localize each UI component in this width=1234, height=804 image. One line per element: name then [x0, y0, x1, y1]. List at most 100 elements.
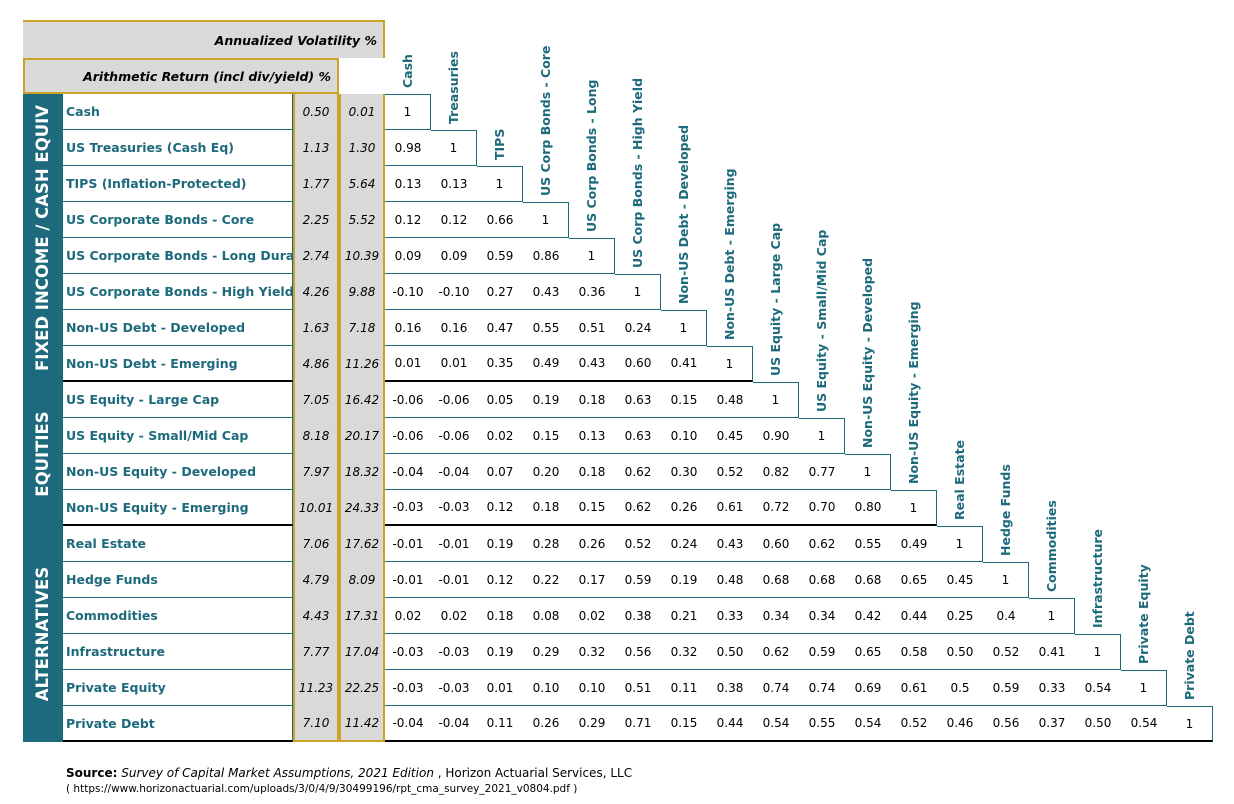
correlation-cell: 0.22: [523, 562, 569, 598]
return-value: 1.77: [293, 166, 339, 202]
return-value: 7.77: [293, 634, 339, 670]
column-label: US Corp Bonds - High Yield: [630, 77, 645, 268]
group-bar: [23, 94, 63, 382]
row-name: Non-US Debt - Developed: [63, 310, 293, 346]
correlation-cell: 0.09: [431, 238, 477, 274]
correlation-cell: 0.44: [891, 598, 937, 634]
correlation-cell: 0.86: [523, 238, 569, 274]
column-label: US Corp Bonds - Long: [584, 79, 599, 232]
column-label: Treasuries: [446, 51, 461, 124]
source-publisher: , Horizon Actuarial Services, LLC: [433, 766, 633, 780]
correlation-cell: -0.03: [385, 670, 431, 706]
correlation-cell: 0.48: [707, 382, 753, 418]
column-label: Private Equity: [1136, 564, 1151, 664]
return-value: 1.13: [293, 130, 339, 166]
volatility-value: 11.26: [339, 346, 385, 382]
correlation-cell: 1: [661, 310, 707, 346]
row-name: Non-US Debt - Emerging: [63, 346, 293, 382]
correlation-cell: 0.68: [753, 562, 799, 598]
correlation-cell: 0.13: [385, 166, 431, 202]
row-name: US Treasuries (Cash Eq): [63, 130, 293, 166]
correlation-cell: 0.90: [753, 418, 799, 454]
correlation-cell: 0.12: [385, 202, 431, 238]
correlation-cell: 0.60: [753, 526, 799, 562]
correlation-cell: 0.45: [937, 562, 983, 598]
column-label: Commodities: [1044, 500, 1059, 592]
volatility-value: 16.42: [339, 382, 385, 418]
correlation-cell: 0.30: [661, 454, 707, 490]
return-value: 7.06: [293, 526, 339, 562]
correlation-cell: -0.01: [385, 562, 431, 598]
correlation-cell: 0.4: [983, 598, 1029, 634]
volatility-value: 24.33: [339, 490, 385, 526]
correlation-cell: 0.38: [707, 670, 753, 706]
correlation-cell: 0.51: [569, 310, 615, 346]
row-name: US Corporate Bonds - Core: [63, 202, 293, 238]
correlation-cell: 0.5: [937, 670, 983, 706]
correlation-cell: 0.62: [615, 454, 661, 490]
correlation-cell: 0.59: [983, 670, 1029, 706]
correlation-cell: 0.52: [615, 526, 661, 562]
volatility-value: 0.01: [339, 94, 385, 130]
correlation-cell: 0.26: [569, 526, 615, 562]
column-label: Real Estate: [952, 439, 967, 520]
row-name: US Equity - Small/Mid Cap: [63, 418, 293, 454]
correlation-cell: 0.52: [983, 634, 1029, 670]
correlation-cell: 0.15: [569, 490, 615, 526]
correlation-cell: 0.12: [477, 562, 523, 598]
correlation-cell: 0.47: [477, 310, 523, 346]
correlation-cell: 0.28: [523, 526, 569, 562]
correlation-cell: 0.42: [845, 598, 891, 634]
group-bar: [23, 526, 63, 742]
volatility-header: Annualized Volatility %: [23, 20, 385, 58]
correlation-cell: 0.15: [661, 382, 707, 418]
correlation-cell: 0.61: [891, 670, 937, 706]
correlation-cell: 0.18: [523, 490, 569, 526]
correlation-cell: 0.66: [477, 202, 523, 238]
correlation-cell: 0.63: [615, 418, 661, 454]
correlation-cell: 0.18: [477, 598, 523, 634]
correlation-cell: 0.25: [937, 598, 983, 634]
correlation-cell: 0.56: [615, 634, 661, 670]
correlation-cell: 0.74: [799, 670, 845, 706]
correlation-cell: 1: [983, 562, 1029, 598]
column-label: US Equity - Small/Mid Cap: [814, 229, 829, 412]
return-value: 10.01: [293, 490, 339, 526]
return-value: 11.23: [293, 670, 339, 706]
volatility-value: 17.62: [339, 526, 385, 562]
column-label: TIPS: [492, 128, 507, 160]
correlation-cell: 0.18: [569, 454, 615, 490]
correlation-cell: 0.12: [477, 490, 523, 526]
correlation-cell: 0.20: [523, 454, 569, 490]
correlation-cell: 0.68: [799, 562, 845, 598]
row-name: Hedge Funds: [63, 562, 293, 598]
correlation-cell: -0.03: [385, 634, 431, 670]
volatility-value: 5.64: [339, 166, 385, 202]
volatility-value: 18.32: [339, 454, 385, 490]
volatility-value: 8.09: [339, 562, 385, 598]
correlation-cell: 1: [1075, 634, 1121, 670]
correlation-cell: 0.24: [661, 526, 707, 562]
correlation-cell: 0.16: [431, 310, 477, 346]
correlation-cell: 0.54: [753, 706, 799, 742]
correlation-cell: 0.17: [569, 562, 615, 598]
volatility-value: 17.04: [339, 634, 385, 670]
correlation-cell: 1: [431, 130, 477, 166]
correlation-cell: 0.19: [523, 382, 569, 418]
correlation-cell: -0.03: [431, 670, 477, 706]
correlation-cell: 0.65: [845, 634, 891, 670]
column-label: Non-US Debt - Developed: [676, 124, 691, 304]
correlation-cell: 0.50: [707, 634, 753, 670]
correlation-cell: 0.45: [707, 418, 753, 454]
correlation-cell: 0.98: [385, 130, 431, 166]
source-prefix: Source:: [66, 766, 118, 780]
correlation-cell: 0.10: [523, 670, 569, 706]
correlation-cell: 0.51: [615, 670, 661, 706]
return-value: 4.26: [293, 274, 339, 310]
row-name: Non-US Equity - Emerging: [63, 490, 293, 526]
correlation-cell: 0.02: [477, 418, 523, 454]
volatility-value: 10.39: [339, 238, 385, 274]
correlation-cell: 0.32: [661, 634, 707, 670]
correlation-cell: 0.35: [477, 346, 523, 382]
